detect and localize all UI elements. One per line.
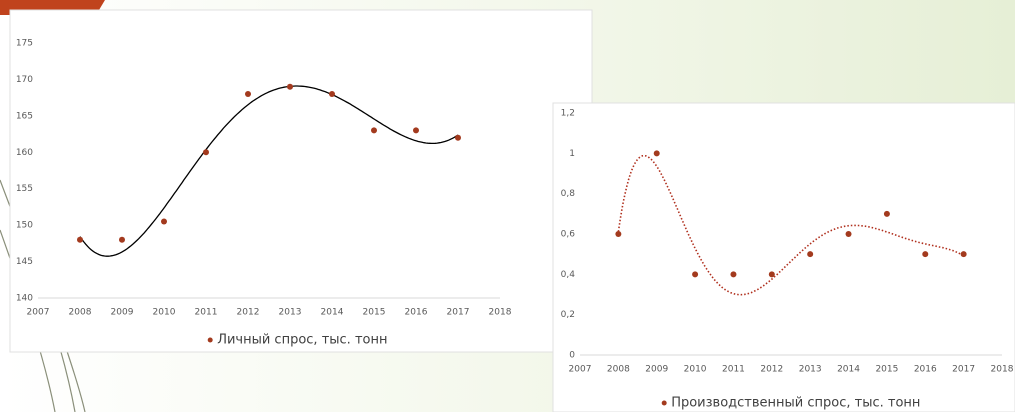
x-tick-label: 2011 xyxy=(722,365,745,375)
x-tick-label: 2007 xyxy=(569,365,592,375)
point xyxy=(730,271,737,278)
y-tick-label: 0,2 xyxy=(561,310,575,320)
x-tick-label: 2017 xyxy=(447,308,470,318)
x-tick-label: 2009 xyxy=(111,308,134,318)
y-tick-label: 145 xyxy=(16,257,33,267)
legend-label: Личный спрос, тыс. тонн xyxy=(217,333,387,348)
x-tick-label: 2013 xyxy=(799,365,822,375)
point xyxy=(653,150,660,157)
point xyxy=(119,236,125,243)
legend-label: Производственный спрос, тыс. тонн xyxy=(671,396,920,411)
chart-box xyxy=(552,102,1015,412)
point xyxy=(692,271,699,278)
x-tick-label: 2010 xyxy=(684,365,707,375)
x-tick-label: 2008 xyxy=(607,365,630,375)
point xyxy=(845,231,852,237)
point xyxy=(203,149,209,156)
y-tick-label: 165 xyxy=(16,111,33,121)
x-tick-label: 2011 xyxy=(195,308,218,318)
legend-marker xyxy=(207,337,213,343)
x-tick-label: 2016 xyxy=(405,308,428,318)
y-tick-label: 140 xyxy=(16,294,33,304)
y-tick-label: 160 xyxy=(16,148,33,158)
x-tick-label: 2012 xyxy=(237,308,260,318)
y-tick-label: 1,2 xyxy=(561,109,575,119)
point xyxy=(161,218,167,225)
x-tick-label: 2012 xyxy=(760,365,783,375)
x-tick-label: 2018 xyxy=(489,308,512,318)
x-tick-label: 2017 xyxy=(952,365,975,375)
y-tick-label: 175 xyxy=(16,39,33,49)
point xyxy=(287,83,293,90)
point xyxy=(77,236,83,243)
x-tick-label: 2015 xyxy=(875,365,898,375)
x-tick-label: 2007 xyxy=(27,308,50,318)
x-tick-label: 2014 xyxy=(837,365,860,375)
point xyxy=(455,134,461,141)
y-tick-label: 0 xyxy=(569,351,575,361)
point xyxy=(413,127,419,134)
point xyxy=(807,251,814,258)
point xyxy=(615,231,622,237)
x-tick-label: 2016 xyxy=(914,365,937,375)
x-tick-label: 2015 xyxy=(363,308,386,318)
x-tick-label: 2010 xyxy=(153,308,176,318)
point xyxy=(883,210,890,217)
y-tick-label: 0,8 xyxy=(561,189,576,199)
trendline xyxy=(617,154,965,296)
point xyxy=(960,251,967,258)
point xyxy=(371,127,377,134)
x-tick-label: 2018 xyxy=(991,365,1014,375)
point xyxy=(922,251,929,258)
trendline xyxy=(79,85,459,257)
x-tick-label: 2009 xyxy=(645,365,668,375)
legend-marker xyxy=(661,400,667,406)
point xyxy=(329,91,335,97)
y-tick-label: 0,6 xyxy=(561,230,576,240)
point xyxy=(768,271,775,278)
y-tick-label: 1 xyxy=(569,149,575,159)
x-tick-label: 2013 xyxy=(279,308,302,318)
y-tick-label: 170 xyxy=(16,75,33,85)
point xyxy=(245,91,251,97)
chart-box xyxy=(9,9,593,353)
y-tick-label: 0,4 xyxy=(561,270,576,280)
y-tick-label: 155 xyxy=(16,184,33,194)
x-tick-label: 2008 xyxy=(69,308,92,318)
x-tick-label: 2014 xyxy=(321,308,344,318)
y-tick-label: 150 xyxy=(16,221,33,231)
